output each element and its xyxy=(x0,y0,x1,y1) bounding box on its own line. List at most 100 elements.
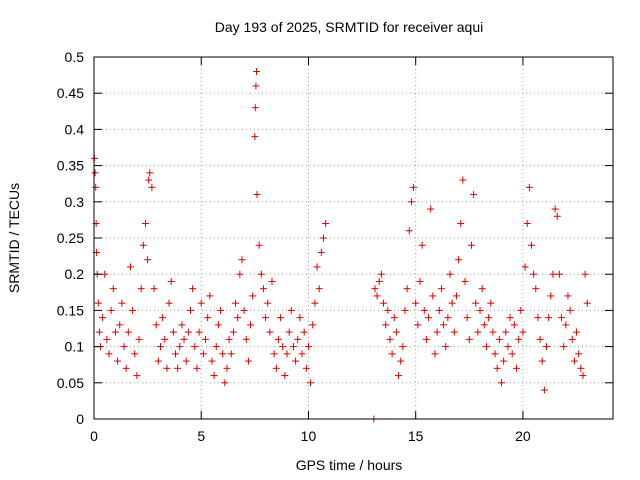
data-point xyxy=(223,364,231,372)
data-point xyxy=(154,357,162,365)
data-point xyxy=(141,220,149,228)
data-point xyxy=(390,314,398,322)
data-point xyxy=(480,321,488,329)
data-point xyxy=(204,314,212,322)
y-tick-label: 0.05 xyxy=(57,375,84,391)
data-point xyxy=(450,328,458,336)
data-point xyxy=(114,357,122,365)
data-point xyxy=(232,299,240,307)
data-point xyxy=(551,205,559,213)
data-point xyxy=(487,299,495,307)
data-point xyxy=(240,306,248,314)
data-point xyxy=(545,314,553,322)
data-point xyxy=(457,220,465,228)
data-point xyxy=(512,364,520,372)
data-point xyxy=(540,386,548,394)
data-point xyxy=(289,343,297,351)
data-point xyxy=(502,328,510,336)
data-point xyxy=(174,364,182,372)
data-point xyxy=(382,321,390,329)
data-point xyxy=(517,306,525,314)
data-point xyxy=(459,176,467,184)
data-point xyxy=(476,306,484,314)
data-point xyxy=(410,183,418,191)
y-tick-label: 0.2 xyxy=(65,266,85,282)
data-point xyxy=(171,350,179,358)
data-point xyxy=(437,285,445,293)
data-point xyxy=(482,343,490,351)
data-point xyxy=(247,321,255,329)
data-point xyxy=(420,306,428,314)
data-point xyxy=(252,82,260,90)
data-point xyxy=(292,357,300,365)
data-point xyxy=(433,328,441,336)
data-point xyxy=(193,364,201,372)
data-point xyxy=(150,285,158,293)
data-point xyxy=(227,350,235,358)
data-point xyxy=(474,328,482,336)
data-point xyxy=(560,343,568,351)
y-tick-label: 0.1 xyxy=(65,339,85,355)
y-tick-label: 0.15 xyxy=(57,302,84,318)
data-point xyxy=(422,335,430,343)
data-point xyxy=(131,350,139,358)
data-point xyxy=(570,357,578,365)
data-point xyxy=(304,343,312,351)
data-point xyxy=(461,277,469,285)
data-point xyxy=(178,321,186,329)
data-point xyxy=(506,314,514,322)
data-point xyxy=(156,343,164,351)
y-tick-label: 0 xyxy=(76,411,84,427)
data-point xyxy=(135,335,143,343)
data-point xyxy=(184,328,192,336)
data-point xyxy=(435,306,443,314)
data-point xyxy=(465,335,473,343)
data-point xyxy=(536,335,544,343)
data-point xyxy=(212,343,220,351)
data-point xyxy=(167,277,175,285)
y-tick-label: 0.25 xyxy=(57,230,84,246)
data-point xyxy=(543,343,551,351)
data-point xyxy=(92,183,100,191)
data-point xyxy=(118,299,126,307)
data-point xyxy=(176,343,184,351)
data-point xyxy=(497,379,505,387)
data-point xyxy=(266,328,274,336)
data-point xyxy=(242,335,250,343)
data-point xyxy=(405,227,413,235)
data-point xyxy=(555,270,563,278)
x-tick-labels: 0 5 10 15 20 xyxy=(90,428,531,444)
data-point xyxy=(214,321,222,329)
data-point xyxy=(401,306,409,314)
axis-ticks xyxy=(93,56,613,420)
data-point xyxy=(208,357,216,365)
data-point xyxy=(317,248,325,256)
data-point xyxy=(579,372,587,380)
data-point xyxy=(307,379,315,387)
data-point xyxy=(129,306,137,314)
data-point xyxy=(268,277,276,285)
data-point xyxy=(274,335,282,343)
data-point xyxy=(270,350,278,358)
data-point xyxy=(384,306,392,314)
data-point xyxy=(281,372,289,380)
data-point xyxy=(395,372,403,380)
data-point xyxy=(259,285,267,293)
data-point xyxy=(187,306,195,314)
data-points xyxy=(90,67,591,423)
data-point xyxy=(416,277,424,285)
data-point xyxy=(485,314,493,322)
data-point xyxy=(189,285,197,293)
data-point xyxy=(234,314,242,322)
data-point xyxy=(392,328,400,336)
data-point xyxy=(448,299,456,307)
data-point xyxy=(122,364,130,372)
data-point xyxy=(470,191,478,199)
y-tick-label: 0.45 xyxy=(57,85,84,101)
data-point xyxy=(199,350,207,358)
data-point xyxy=(253,191,261,199)
data-point xyxy=(414,321,422,329)
y-tick-label: 0.5 xyxy=(65,49,85,65)
data-point xyxy=(221,379,229,387)
data-point xyxy=(255,241,263,249)
